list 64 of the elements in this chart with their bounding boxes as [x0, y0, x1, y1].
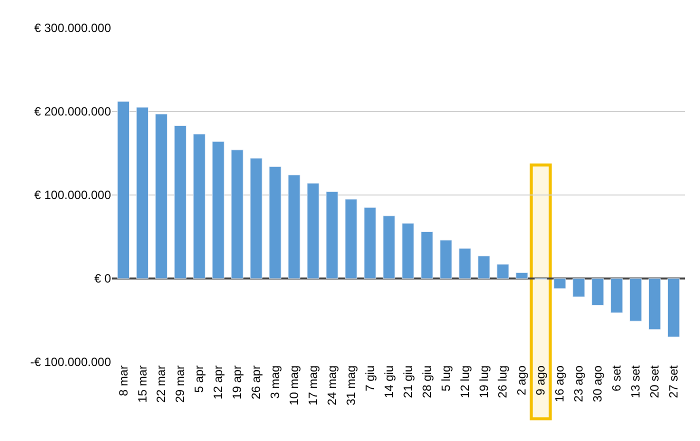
y-tick-label: € 200.000.000 — [34, 104, 112, 119]
bar — [592, 278, 604, 306]
bar — [117, 101, 130, 279]
bar — [440, 240, 452, 279]
y-tick-label: -€ 100.000.000 — [30, 355, 112, 370]
bar — [630, 278, 642, 322]
x-tick-label: 7 giu — [362, 365, 377, 392]
x-tick-label: 10 mag — [287, 365, 302, 406]
x-tick-label: 30 ago — [590, 365, 605, 402]
x-tick-label: 16 ago — [552, 365, 567, 402]
x-tick-label: 15 mar — [135, 365, 150, 403]
x-tick-label: 12 apr — [211, 365, 226, 400]
bar — [554, 278, 566, 289]
bar — [572, 278, 585, 298]
x-tick-label: 20 set — [648, 364, 662, 398]
x-tick-label: 8 mar — [116, 365, 130, 396]
bar — [496, 264, 509, 279]
x-tick-label: 27 set — [666, 364, 681, 398]
bar — [250, 158, 262, 279]
bar — [193, 134, 206, 279]
x-tick-label: 21 giu — [400, 365, 415, 398]
x-tick-label: 19 apr — [230, 365, 244, 400]
x-tick-label: 31 mag — [344, 365, 358, 406]
x-tick-label: 29 mar — [173, 365, 188, 403]
x-tick-label: 9 ago — [534, 365, 548, 396]
y-tick-label: € 100.000.000 — [34, 188, 112, 202]
x-tick-label: 3 mag — [268, 365, 282, 399]
bar — [136, 107, 148, 279]
bar — [478, 256, 490, 279]
x-tick-label: 14 giu — [382, 365, 396, 398]
bar — [212, 141, 224, 279]
bar — [667, 278, 680, 338]
bar — [420, 231, 434, 279]
bar — [610, 278, 623, 313]
bar — [458, 248, 472, 279]
x-tick-label: 13 set — [628, 364, 643, 398]
bar — [269, 166, 282, 279]
x-tick-label: 24 mag — [324, 365, 339, 406]
bar — [288, 174, 300, 279]
bar — [231, 150, 244, 279]
bar — [306, 183, 320, 279]
bar — [648, 278, 661, 330]
y-tick-label: € 0 — [94, 272, 112, 286]
x-tick-label: 22 mar — [154, 365, 168, 403]
bar — [344, 198, 358, 279]
x-tick-label: 5 apr — [192, 365, 206, 393]
bar — [402, 223, 414, 279]
bar — [326, 191, 338, 279]
x-tick-label: 26 lug — [496, 365, 510, 398]
bar — [516, 272, 528, 279]
bar — [364, 207, 376, 279]
x-tick-label: 28 giu — [420, 365, 434, 398]
x-tick-label: 12 lug — [458, 365, 472, 398]
x-tick-label: 6 set — [610, 364, 624, 392]
x-tick-label: 5 lug — [438, 365, 453, 392]
x-tick-label: 26 apr — [249, 365, 264, 400]
x-tick-label: 2 ago — [514, 365, 529, 396]
bar — [174, 125, 186, 279]
bar — [155, 114, 168, 279]
x-tick-label: 23 ago — [572, 365, 586, 402]
x-tick-label: 19 lug — [476, 365, 491, 398]
y-tick-label: € 300.000.000 — [34, 21, 112, 36]
x-tick-label: 17 mag — [306, 365, 320, 406]
bar — [382, 216, 396, 279]
